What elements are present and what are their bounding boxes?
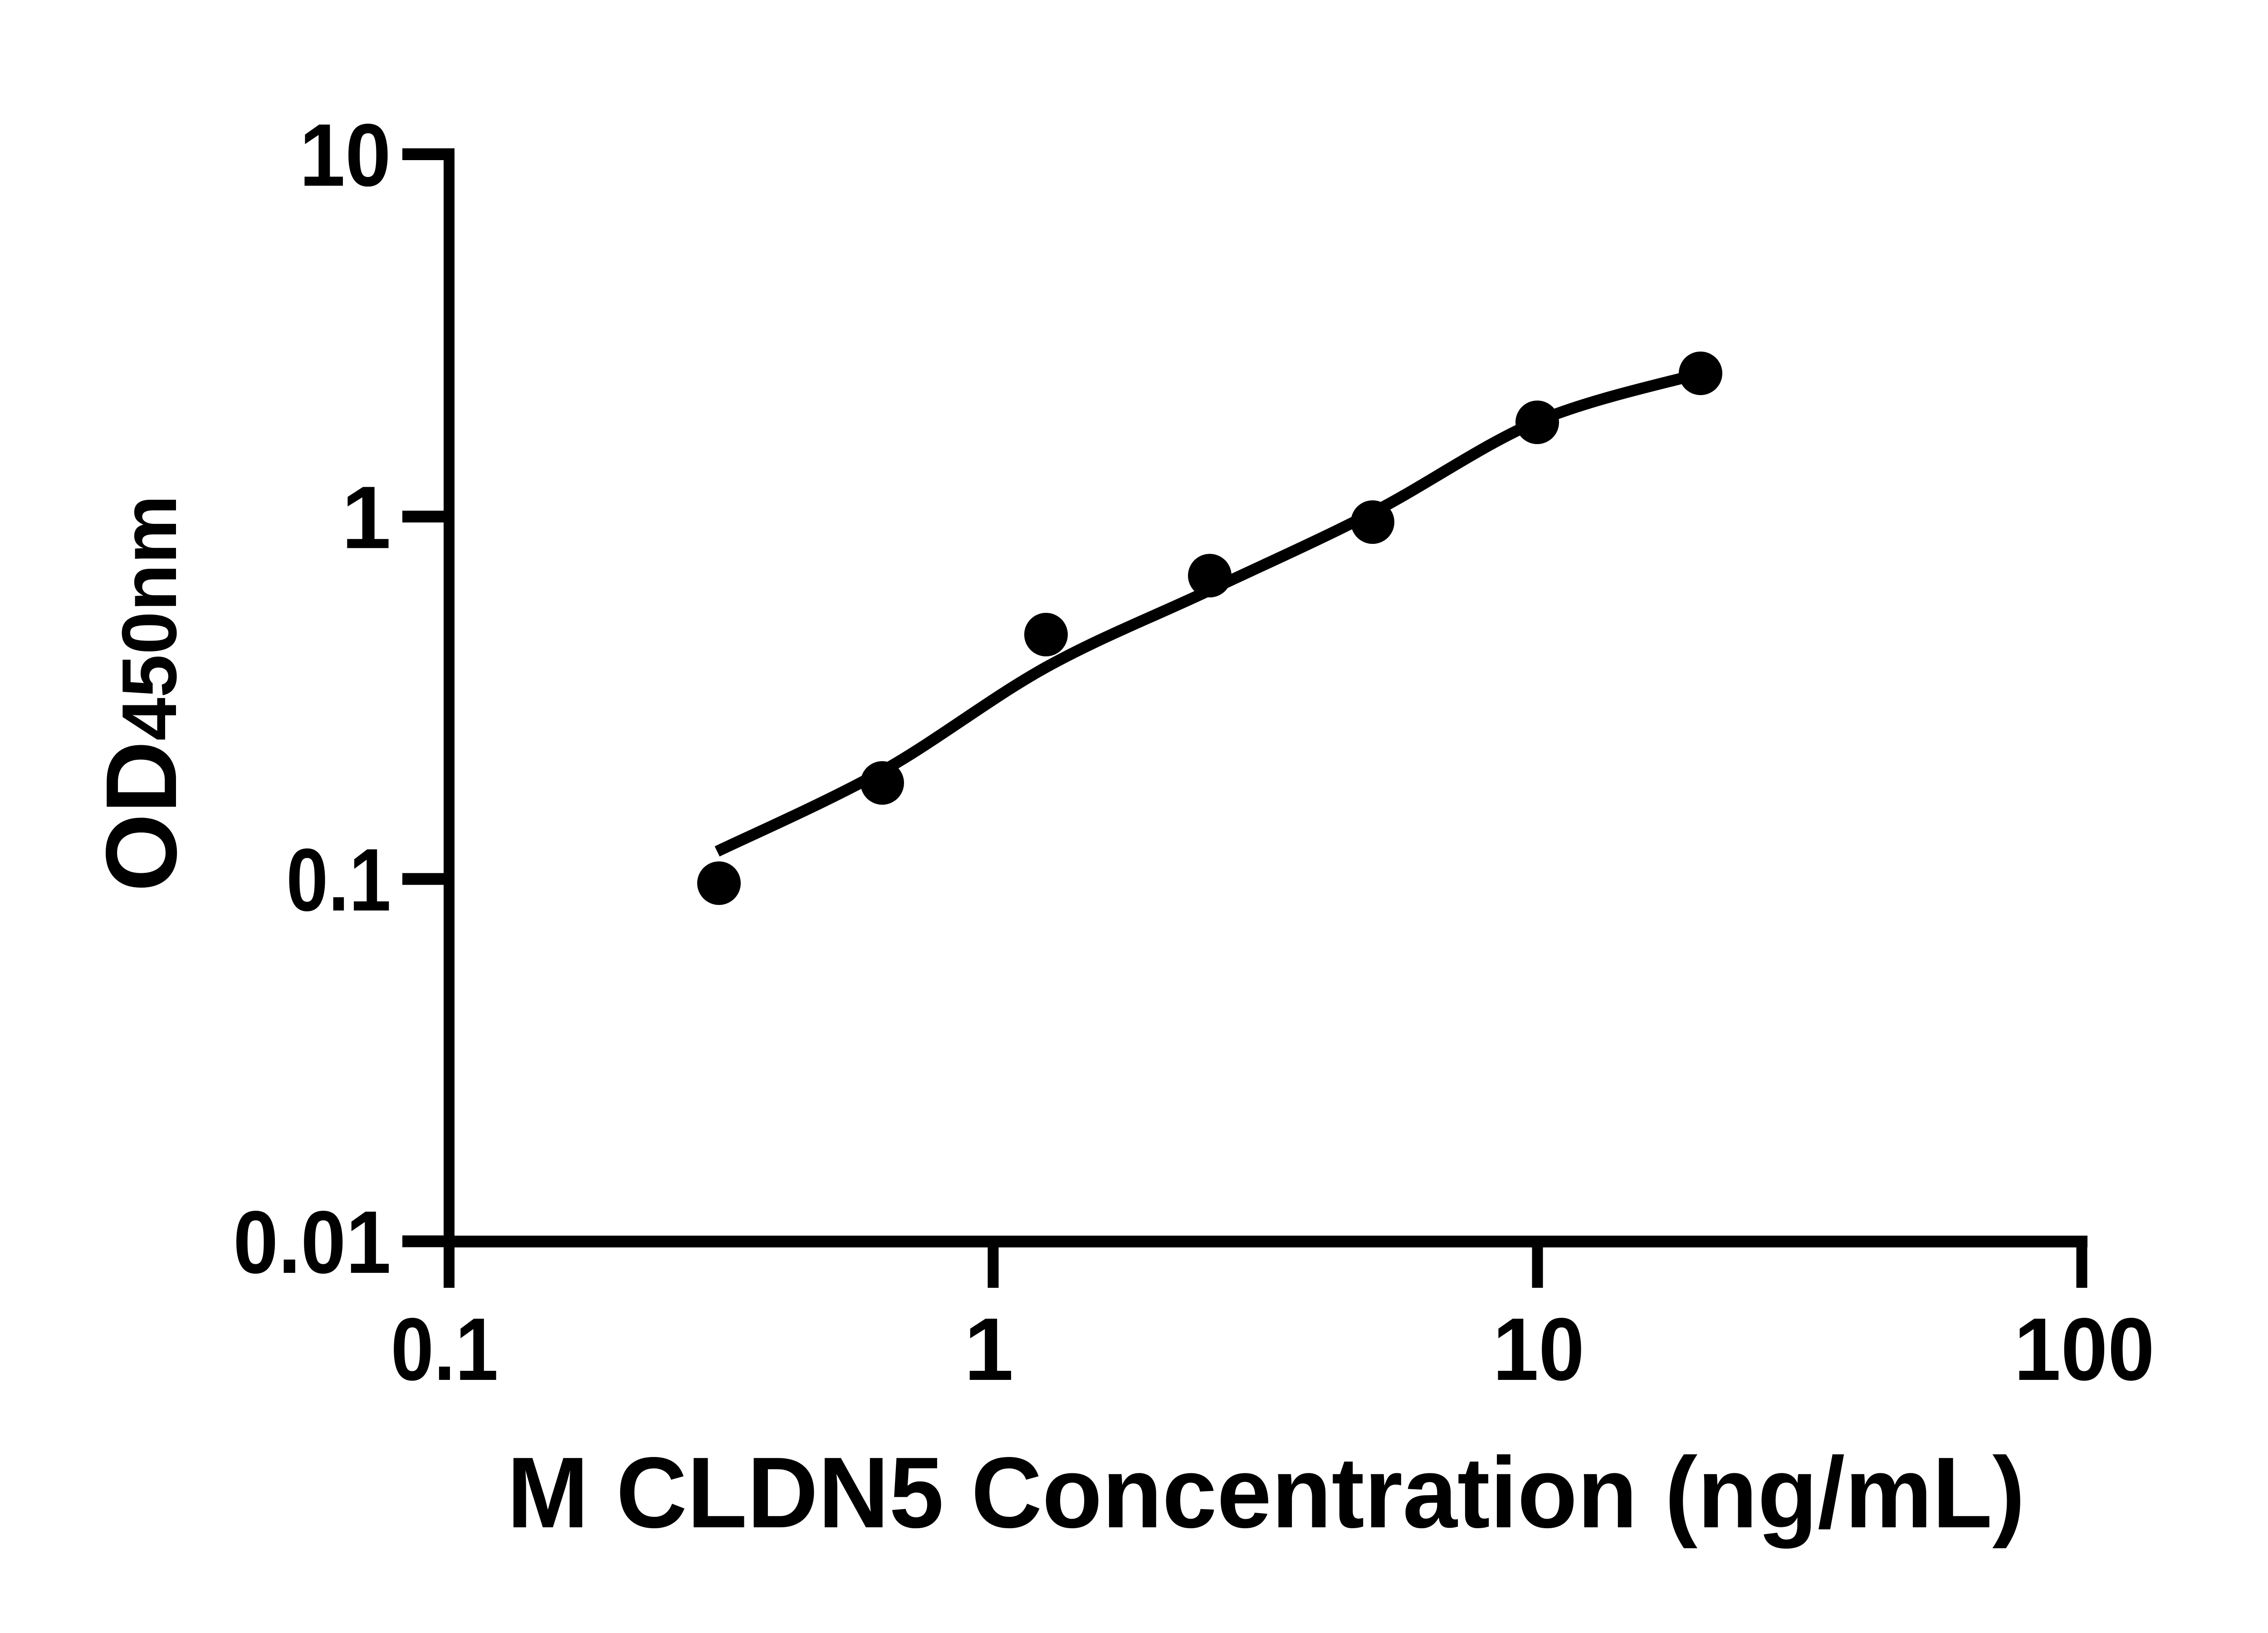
svg-text:10: 10 (299, 106, 391, 205)
svg-text:0.1: 0.1 (391, 1300, 499, 1399)
svg-text:1: 1 (342, 468, 391, 567)
svg-text:0.1: 0.1 (286, 830, 391, 929)
svg-text:100: 100 (2014, 1300, 2155, 1399)
svg-text:10: 10 (1493, 1300, 1584, 1399)
svg-text:1: 1 (964, 1300, 1013, 1399)
svg-text:0.01: 0.01 (233, 1193, 391, 1292)
svg-text:M CLDN5 Concentration (ng/mL): M CLDN5 Concentration (ng/mL) (507, 1437, 2025, 1549)
